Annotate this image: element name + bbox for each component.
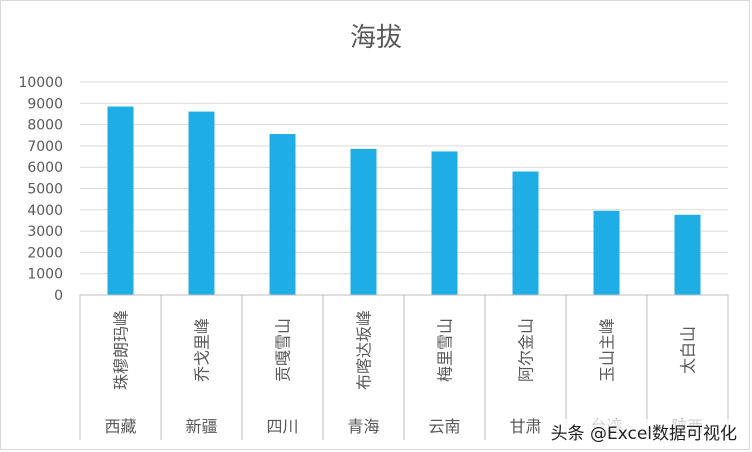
y-tick-label: 7000 <box>27 139 63 155</box>
y-tick-label: 1000 <box>27 267 63 283</box>
group-label: 云南 <box>428 417 460 436</box>
group-label: 四川 <box>266 417 298 436</box>
x-axis <box>79 294 729 440</box>
y-tick-label: 8000 <box>27 118 63 134</box>
x-axis-categories: 珠穆朗玛峰 乔戈里峰 贡嘎雪山 布喀达坂峰 梅里雪山 阿尔金山 玉山主峰 太白山 <box>112 310 698 390</box>
category-label: 玉山主峰 <box>598 318 617 382</box>
y-tick-label: 6000 <box>27 160 63 176</box>
category-label: 阿尔金山 <box>517 318 536 382</box>
chart-title: 海拔 <box>350 23 402 53</box>
gridlines <box>80 81 728 275</box>
group-label: 甘肃 <box>509 417 541 436</box>
bar-1 <box>107 106 134 295</box>
bar-3 <box>269 134 296 295</box>
y-axis-ticks: 0 1000 2000 3000 4000 5000 6000 7000 8000 9000 100… <box>18 75 63 304</box>
group-label: 青海 <box>347 417 379 436</box>
group-label: 新疆 <box>185 417 217 436</box>
y-tick-label: 5000 <box>27 182 63 198</box>
category-label: 珠穆朗玛峰 <box>112 310 131 390</box>
bar-4 <box>350 148 377 295</box>
y-tick-label: 2000 <box>27 245 63 261</box>
category-label: 布喀达坂峰 <box>355 310 374 390</box>
bars <box>107 106 701 296</box>
y-tick-label: 0 <box>54 288 63 304</box>
bar-7 <box>593 210 620 295</box>
y-tick-label: 4000 <box>27 203 63 219</box>
category-label: 贡嘎雪山 <box>274 318 293 382</box>
category-label: 乔戈里峰 <box>193 318 212 382</box>
y-tick-label: 3000 <box>27 224 63 240</box>
bar-8 <box>674 214 701 295</box>
bar-6 <box>512 171 539 295</box>
group-label: 西藏 <box>104 417 136 436</box>
bar-2 <box>188 111 215 296</box>
y-tick-label: 10000 <box>18 75 63 91</box>
category-label: 太白山 <box>679 326 698 374</box>
y-tick-label: 9000 <box>27 96 63 112</box>
category-label: 梅里雪山 <box>436 318 455 382</box>
watermark: 头条 @Excel数据可视化 <box>547 419 740 444</box>
bar-5 <box>431 151 458 295</box>
